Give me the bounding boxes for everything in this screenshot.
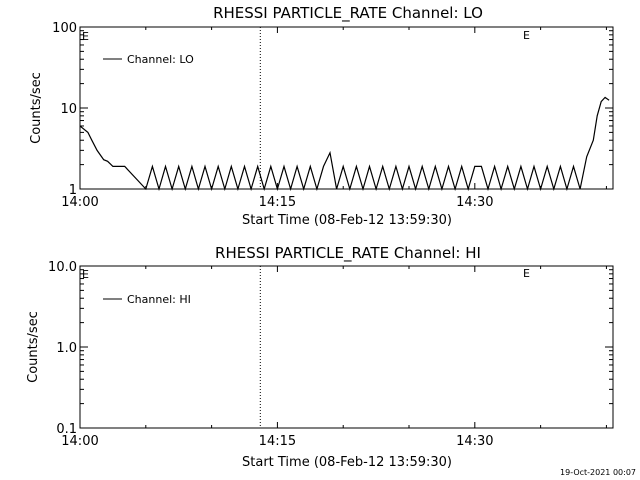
x-tick-label-hi: 14:00 [61,434,98,449]
x-tick-label-lo: 14:00 [61,195,98,210]
plot-frame-hi [79,265,614,429]
x-axis-label-hi: Start Time (08-Feb-12 13:59:30) [242,455,452,470]
left-marker-label-hi: E [82,268,89,281]
y-tick-label-lo: 1 [69,183,77,198]
marks-lo: 14:0014:1514:3014:4515:0015:1515:3011010… [52,21,613,210]
y-tick-label-lo: 100 [52,21,77,36]
x-axis-label-lo: Start Time (08-Feb-12 13:59:30) [242,213,452,228]
marks-hi: 14:0014:1514:3014:4515:0015:1515:300.11.… [48,260,613,449]
y-tick-label-hi: 1.0 [56,341,77,356]
y-tick-label-hi: 0.1 [56,422,77,437]
x-tick-label-hi: 14:15 [259,434,296,449]
y-axis-label-lo: Counts/sec [29,72,44,144]
legend-label-hi: Channel: HI [127,293,191,306]
plot-frame-lo [79,26,614,190]
footer-timestamp: 19-Oct-2021 00:07 [560,468,636,477]
series-line-lo [79,96,610,192]
y-axis-label-hi: Counts/sec [26,311,41,383]
chart-title-hi: RHESSI PARTICLE_RATE Channel: HI [215,244,481,263]
panel-lo: RHESSI PARTICLE_RATE Channel: LO Counts/… [29,4,614,228]
x-tick-label-lo: 14:30 [456,195,493,210]
chart-title-lo: RHESSI PARTICLE_RATE Channel: LO [213,4,483,23]
panel-hi: RHESSI PARTICLE_RATE Channel: HI Counts/… [26,244,614,470]
y-tick-label-hi: 10.0 [48,260,77,275]
legend-label-lo: Channel: LO [127,53,194,66]
left-marker-label-lo: E [82,30,89,43]
y-tick-label-lo: 10 [60,102,77,117]
x-tick-label-hi: 14:30 [456,434,493,449]
x-tick-label-lo: 14:15 [259,195,296,210]
marker-label-hi-e: E [523,267,530,280]
marker-label-lo-e: E [523,29,530,42]
